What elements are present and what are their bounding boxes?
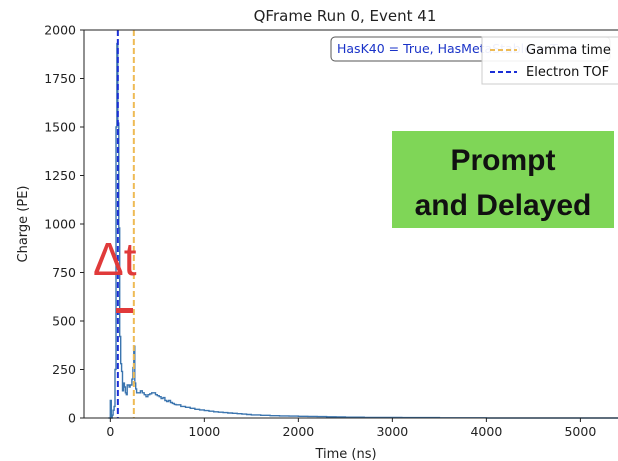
x-tick-label: 3000 [376,424,408,439]
x-tick-label: 4000 [470,424,502,439]
y-tick-label: 1500 [44,120,76,135]
y-tick-label: 2000 [44,23,76,38]
histogram-series [108,42,618,419]
x-tick-label: 1000 [188,424,220,439]
y-tick-label: 750 [52,265,76,280]
axes: 0 250 500 750 1000 1250 1500 1750 2000 0 1000 2000 3… [44,23,618,439]
y-tick-label: 1250 [44,168,76,183]
delayed-text: and Delayed [415,189,592,222]
legend: Gamma time Electron TOF [481,36,618,85]
chart-title: QFrame Run 0, Event 41 [254,7,437,25]
x-tick-label: 5000 [564,424,596,439]
legend-label-electron: Electron TOF [526,65,609,80]
y-tick-label: 1000 [44,217,76,232]
x-axis-label: Time (ns) [314,447,376,461]
x-tick-label: 2000 [282,424,314,439]
y-tick-label: 500 [52,314,76,329]
prompt-text: Prompt [451,144,556,177]
y-tick-label: 0 [68,411,76,426]
x-tick-label: 0 [106,424,114,439]
y-tick-label: 250 [52,362,76,377]
legend-label-gamma: Gamma time [526,43,611,58]
delta-t-bar [116,308,133,313]
prompt-delayed-box: Prompt and Delayed [392,131,614,228]
y-axis-label: Charge (PE) [16,186,31,263]
y-tick-label: 1750 [44,71,76,86]
plot-area [108,30,618,419]
delta-t-label: Δt [93,233,137,285]
